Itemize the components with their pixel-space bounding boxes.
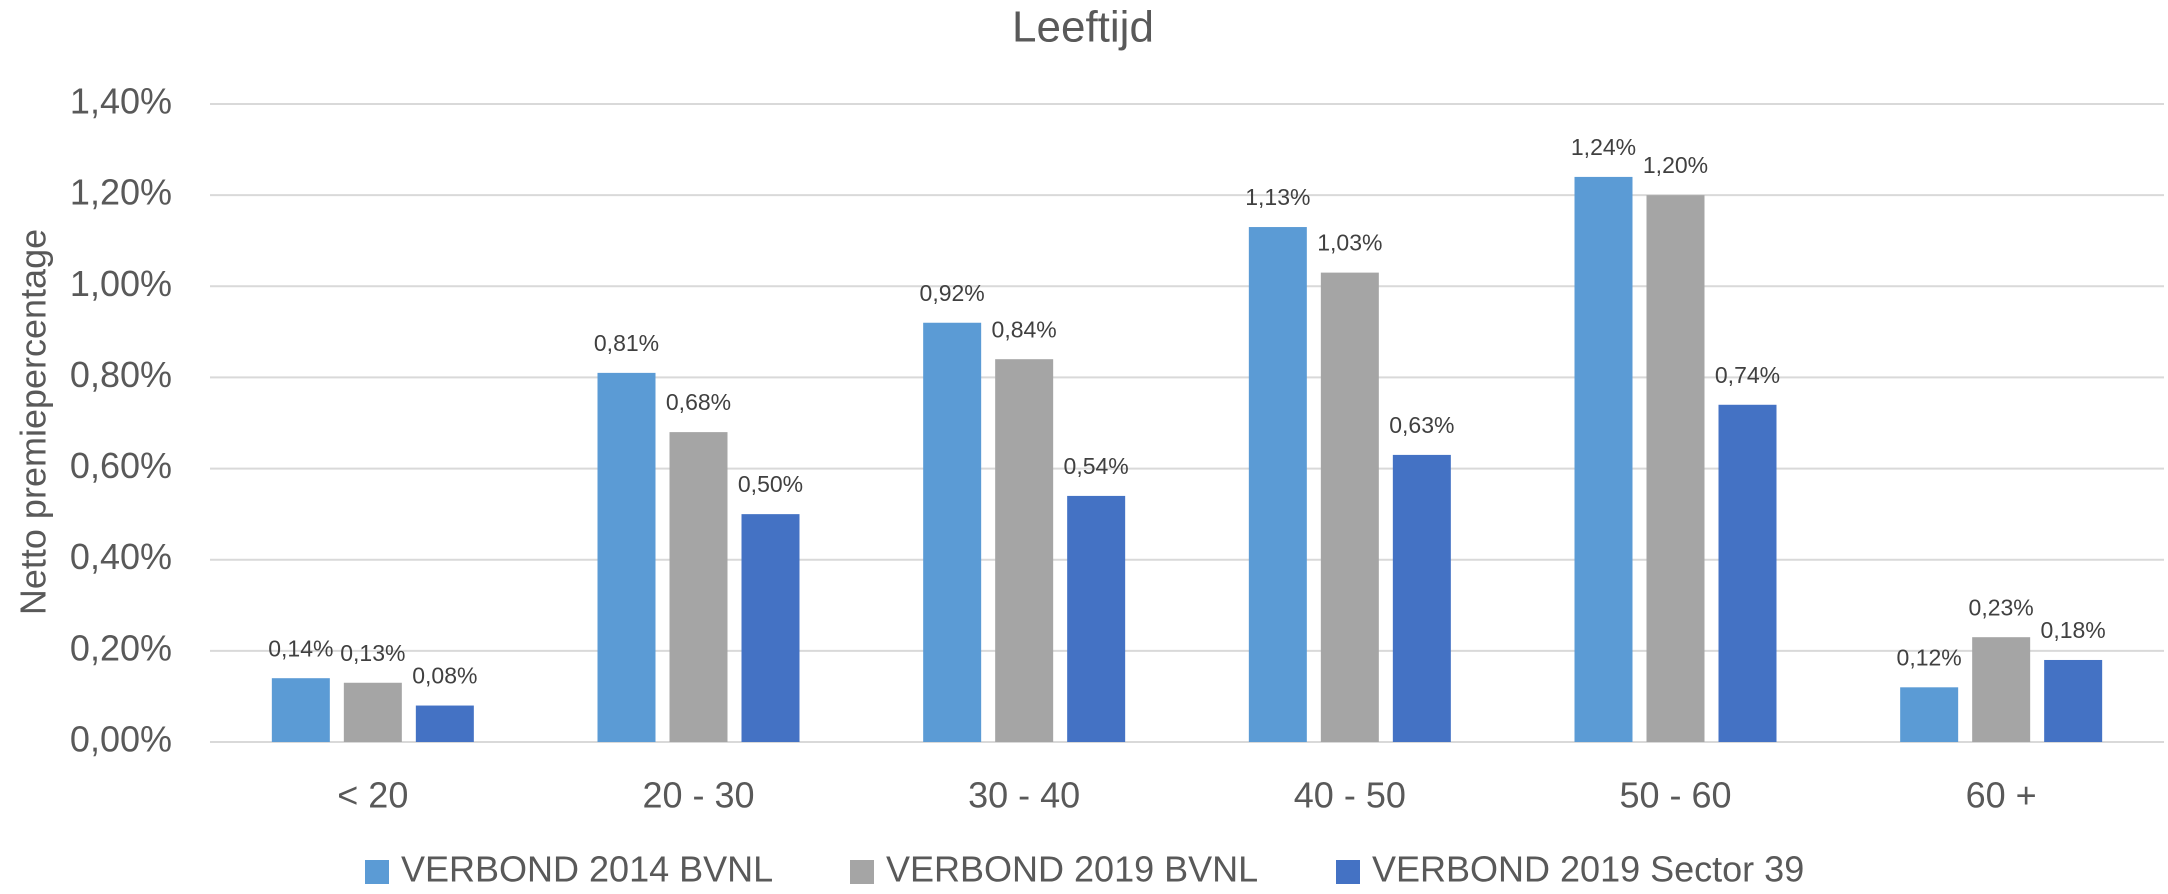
bar <box>1646 195 1705 743</box>
x-tick-label: 30 - 40 <box>968 775 1080 816</box>
y-tick-label: 0,00% <box>70 719 172 760</box>
data-label: 1,03% <box>1317 230 1382 256</box>
bar <box>1574 176 1633 742</box>
y-tick-label: 1,00% <box>70 263 172 304</box>
bar <box>669 432 728 742</box>
chart-title: Leeftijd <box>1012 3 1154 52</box>
data-label: 0,14% <box>268 635 333 661</box>
bar <box>597 372 656 742</box>
bar <box>415 705 474 742</box>
bar <box>343 682 402 742</box>
bar <box>923 322 982 742</box>
data-label: 0,54% <box>1064 453 1129 479</box>
bar <box>2044 659 2103 742</box>
bar <box>1900 687 1959 742</box>
data-label: 0,68% <box>666 389 731 415</box>
y-tick-label: 0,80% <box>70 354 172 395</box>
y-tick-label: 0,20% <box>70 627 172 668</box>
data-label: 0,63% <box>1389 412 1454 438</box>
y-axis-label: Netto premiepercentage <box>13 229 54 615</box>
legend-label: VERBOND 2014 BVNL <box>401 849 773 889</box>
x-tick-label: < 20 <box>337 775 408 816</box>
data-label: 0,50% <box>738 471 803 497</box>
y-tick-label: 0,60% <box>70 445 172 486</box>
bar <box>1320 272 1379 742</box>
x-tick-label: 60 + <box>1966 775 2037 816</box>
data-label: 1,13% <box>1245 184 1310 210</box>
legend-swatch <box>1336 860 1360 884</box>
bar <box>1248 227 1307 743</box>
x-tick-label: 40 - 50 <box>1294 775 1406 816</box>
bar <box>271 678 330 742</box>
data-label: 0,23% <box>1969 594 2034 620</box>
legend-swatch <box>365 860 389 884</box>
x-tick-label: 20 - 30 <box>642 775 754 816</box>
legend-label: VERBOND 2019 BVNL <box>886 849 1258 889</box>
bar <box>1067 495 1126 742</box>
data-label: 0,18% <box>2041 617 2106 643</box>
data-label: 0,08% <box>412 663 477 689</box>
data-label: 0,84% <box>992 316 1057 342</box>
data-label: 0,12% <box>1897 644 1962 670</box>
y-tick-label: 1,20% <box>70 172 172 213</box>
legend-swatch <box>850 860 874 884</box>
bar <box>1718 404 1777 742</box>
data-label: 0,13% <box>340 640 405 666</box>
x-tick-label: 50 - 60 <box>1619 775 1731 816</box>
bar <box>1392 454 1451 742</box>
data-label: 0,92% <box>920 280 985 306</box>
bar <box>995 359 1054 742</box>
legend-label: VERBOND 2019 Sector 39 <box>1372 849 1804 889</box>
data-label: 1,20% <box>1643 152 1708 178</box>
data-label: 0,74% <box>1715 362 1780 388</box>
data-label: 1,24% <box>1571 134 1636 160</box>
y-tick-label: 0,40% <box>70 536 172 577</box>
data-label: 0,81% <box>594 330 659 356</box>
bar <box>741 514 800 742</box>
y-tick-label: 1,40% <box>70 81 172 122</box>
bar <box>1972 637 2031 742</box>
